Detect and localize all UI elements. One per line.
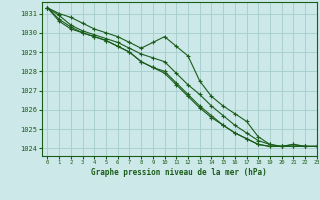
- X-axis label: Graphe pression niveau de la mer (hPa): Graphe pression niveau de la mer (hPa): [91, 168, 267, 177]
